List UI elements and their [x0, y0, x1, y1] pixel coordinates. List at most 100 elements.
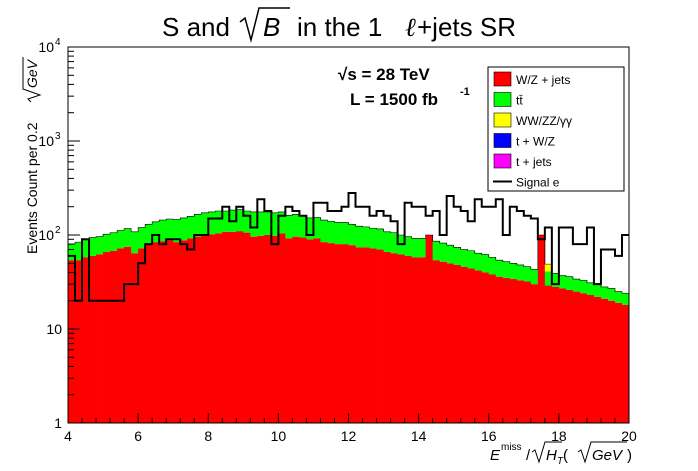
x-label-e: E — [490, 447, 501, 464]
bar-w-z-jets-34 — [306, 239, 314, 423]
bar-w-z-jets-8 — [124, 246, 132, 423]
bar-tt--70 — [558, 275, 567, 289]
bar-tt--26 — [250, 211, 258, 237]
bar-w-z-jets-14 — [166, 240, 174, 423]
legend-swatch-ww-zz- — [493, 112, 512, 128]
bar-tt--22 — [222, 211, 230, 232]
bar-w-z-jets-0 — [68, 260, 76, 423]
y-axis-sqrt-sign — [22, 57, 42, 103]
legend-swatch-t-jets — [493, 153, 512, 169]
legend-label-t-jets: t + jets — [516, 155, 552, 169]
bar-tt--31 — [285, 215, 293, 239]
bar-w-z-jets-24 — [236, 231, 244, 423]
bar-tt--50 — [418, 238, 427, 258]
bar-w-z-jets-52 — [432, 260, 441, 423]
bar-w-z-jets-9 — [131, 253, 139, 423]
bar-w-z-jets-29 — [271, 235, 279, 423]
bar-tt--69 — [551, 273, 560, 287]
legend-swatch-t-w-z — [493, 133, 512, 148]
bar-tt--64 — [516, 264, 525, 281]
bar-w-z-jets-10 — [138, 248, 146, 423]
bar-tt--18 — [194, 214, 202, 237]
bar-w-z-jets-2 — [82, 257, 90, 423]
bar-tt--65 — [523, 266, 532, 282]
x-tick-label: 6 — [134, 428, 142, 444]
bar-tt--12 — [152, 221, 160, 243]
series-line-signal-e — [68, 191, 629, 302]
x-tick-label: 18 — [551, 428, 567, 444]
bar-tt--37 — [327, 221, 335, 244]
title-sqrt-arg: B — [263, 12, 280, 42]
bar-w-z-jets-63 — [509, 279, 518, 423]
bar-w-z-jets-32 — [292, 236, 300, 423]
bar-tt--76 — [600, 286, 609, 299]
bar-w-z-jets-46 — [390, 253, 398, 423]
bar-tt--59 — [481, 254, 490, 273]
y-axis-label-unit: GeV — [24, 58, 40, 88]
bar-w-z-jets-27 — [257, 235, 265, 423]
bar-tt--17 — [187, 216, 195, 239]
y-tick-label: 10 — [38, 39, 54, 55]
bar-tt--39 — [341, 222, 349, 245]
bar-tt--52 — [432, 241, 441, 261]
bar-w-z-jets-67 — [537, 235, 546, 423]
title-ell: ℓ — [405, 13, 416, 42]
bar-w-z-jets-60 — [488, 274, 497, 423]
legend-label-t-w-z: t + W/Z — [516, 135, 555, 149]
title-part3: +jets SR — [417, 12, 516, 42]
x-tick-label: 20 — [621, 428, 637, 444]
bar-w-z-jets-51 — [425, 235, 434, 423]
bar-w-z-jets-7 — [117, 248, 125, 423]
bar-tt--5 — [103, 234, 111, 252]
bar-w-z-jets-44 — [376, 249, 384, 423]
bar-w-z-jets-5 — [103, 251, 111, 423]
bar-tt--0 — [68, 244, 76, 261]
energy-annotation: √s = 28 TeV L = 1500 fb -1 — [338, 65, 470, 109]
bar-tt--40 — [348, 224, 356, 246]
lumi-label: L = 1500 fb — [350, 90, 438, 109]
bar-w-z-jets-79 — [621, 305, 630, 423]
bar-tt--13 — [159, 220, 167, 242]
legend-swatch-w-z-jets — [493, 71, 512, 87]
bar-tt--11 — [145, 224, 153, 245]
bar-w-z-jets-17 — [187, 238, 195, 423]
bar-tt--21 — [215, 211, 223, 234]
bar-tt--19 — [201, 212, 209, 235]
x-label-e-sup: miss — [501, 442, 522, 453]
bar-w-z-jets-3 — [89, 255, 97, 423]
bar-tt--48 — [404, 236, 413, 256]
bar-w-z-jets-49 — [411, 257, 420, 423]
bar-tt--49 — [411, 238, 420, 258]
bar-w-z-jets-47 — [397, 254, 405, 423]
bar-w-z-jets-69 — [551, 286, 560, 423]
y-tick-exponent: 4 — [55, 37, 61, 48]
bar-tt--73 — [579, 280, 588, 294]
bar-w-z-jets-40 — [348, 245, 356, 423]
bar-w-z-jets-62 — [502, 277, 511, 423]
bar-tt--10 — [138, 227, 146, 249]
bar-w-z-jets-36 — [320, 242, 328, 423]
bar-tt--58 — [474, 253, 483, 271]
x-tick-label: 12 — [341, 428, 357, 444]
bar-w-z-jets-75 — [593, 296, 602, 423]
bar-tt--15 — [173, 219, 181, 243]
bar-w-z-jets-61 — [495, 276, 504, 423]
bar-tt--24 — [236, 209, 244, 232]
stacked-bars — [68, 209, 630, 423]
x-label-unit-sqrt-sign — [577, 441, 627, 464]
bar-tt--32 — [292, 214, 300, 237]
x-label-h: H — [546, 447, 557, 464]
bar-tt--41 — [355, 226, 363, 248]
bar-tt--29 — [271, 212, 279, 236]
legend-label-ww-zz-: WW/ZZ/γγ — [516, 114, 572, 128]
bar-tt--61 — [495, 260, 504, 277]
bar-tt--3 — [89, 237, 97, 256]
bar-tt--57 — [467, 250, 476, 269]
bar-tt--34 — [306, 217, 314, 240]
bar-tt--1 — [75, 242, 83, 261]
bar-tt--54 — [446, 245, 455, 264]
y-tick-label: 10 — [38, 133, 54, 149]
stack-total-outline — [68, 209, 629, 294]
bar-w-z-jets-20 — [208, 234, 216, 423]
